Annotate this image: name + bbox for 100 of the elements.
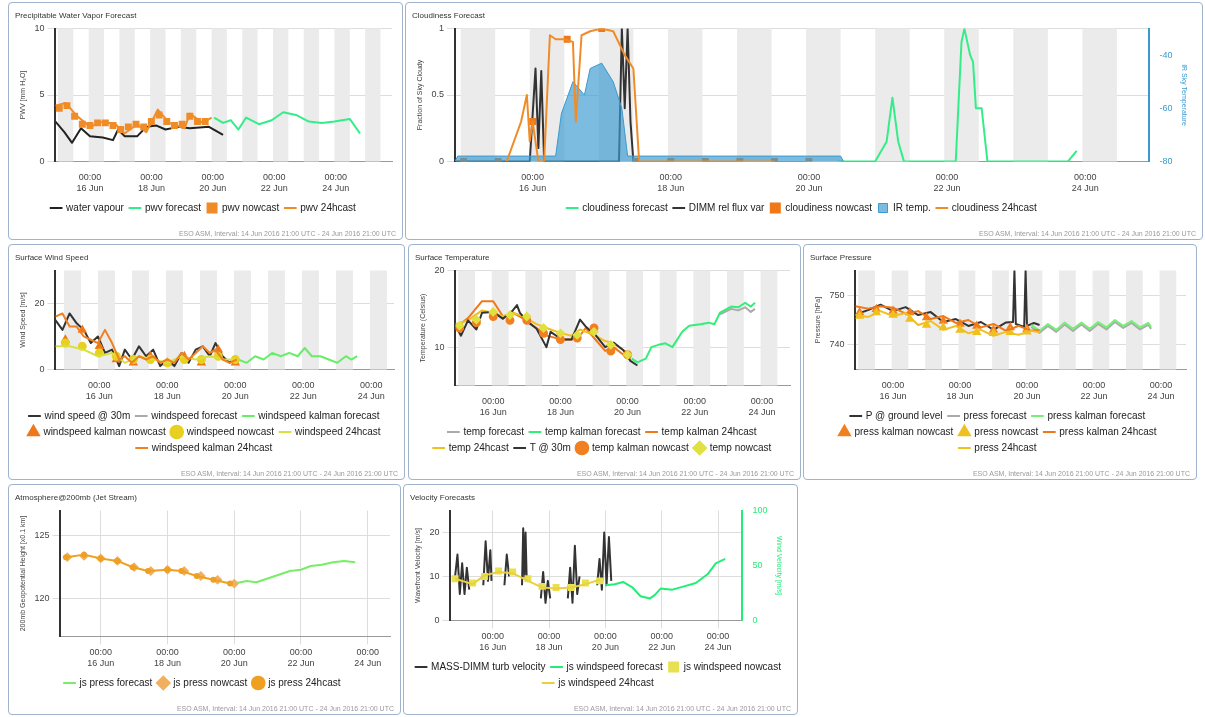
chart-title: Surface Pressure [810, 253, 873, 262]
x-tick-label: 00:00 22 Jun [289, 380, 317, 402]
chart-title: Velocity Forecasts [410, 493, 475, 502]
legend-label: water vapour [65, 201, 125, 213]
legend-label: MASS-DIMM turb velocity [431, 660, 546, 672]
y2-tick-label: 100 [752, 505, 768, 516]
x-tick-label: 00:00 16 Jun [519, 172, 547, 194]
y-tick-label: 20 [434, 265, 445, 276]
legend-label: wind speed @ 30m [43, 409, 131, 421]
legend-label: js press 24hcast [267, 676, 341, 688]
y2-tick-label: 0 [752, 614, 758, 625]
y-tick-label: 0 [39, 363, 45, 374]
legend-label: js windspeed forecast [565, 660, 663, 672]
legend-label: press kalman forecast [1047, 409, 1146, 421]
x-tick-label: 00:00 18 Jun [546, 396, 574, 418]
x-tick-label: 00:00 20 Jun [199, 172, 227, 194]
chart-title: Surface Temperature [415, 253, 491, 262]
y2-tick-label: -80 [1159, 155, 1173, 166]
legend-label: temp nowcast [709, 441, 772, 453]
x-tick-label: 00:00 22 Jun [287, 647, 315, 669]
x-tick-label: 00:00 20 Jun [220, 647, 248, 669]
y-tick-label: 0.5 [431, 89, 444, 100]
y-tick-label: 10 [434, 341, 445, 352]
x-tick-label: 00:00 24 Jun [354, 647, 382, 669]
y2-tick-label: -60 [1159, 102, 1173, 113]
legend-label: pwv forecast [144, 201, 202, 213]
legend-label: windspeed nowcast [185, 425, 275, 437]
y-tick-label: 20 [429, 527, 440, 538]
x-tick-label: 00:00 20 Jun [221, 380, 249, 402]
legend-label: temp kalman 24hcast [661, 425, 757, 437]
y-tick-label: 750 [829, 289, 845, 300]
y2-tick-label: 50 [752, 559, 763, 570]
x-tick-label: 00:00 20 Jun [614, 396, 642, 418]
legend-label: pwv 24hcast [300, 201, 357, 213]
legend-label: windspeed forecast [150, 409, 238, 421]
y-tick-label: 5 [39, 89, 45, 100]
legend-label: press nowcast [974, 425, 1039, 437]
legend-label: temp forecast [463, 425, 525, 437]
x-tick-label: 00:00 24 Jun [322, 172, 350, 194]
y-tick-label: 0 [39, 155, 45, 166]
legend-label: js windspeed 24hcast [557, 676, 655, 688]
y-tick-label: 120 [34, 593, 50, 604]
x-tick-label: 00:00 16 Jun [479, 396, 507, 418]
y-tick-label: 125 [34, 530, 50, 541]
legend-label: cloudiness nowcast [785, 201, 873, 213]
legend-label: temp kalman forecast [544, 425, 641, 437]
x-tick-label: 00:00 18 Jun [535, 631, 563, 653]
legend-label: press kalman 24hcast [1059, 425, 1157, 437]
x-tick-label: 00:00 16 Jun [85, 380, 113, 402]
y-tick-label: 0 [438, 155, 444, 166]
legend-label: js press nowcast [172, 676, 248, 688]
x-tick-label: 00:00 22 Jun [648, 631, 676, 653]
chart-title: Cloudiness Forecast [412, 11, 486, 20]
x-tick-label: 00:00 24 Jun [704, 631, 732, 653]
legend-label: js press forecast [78, 676, 153, 688]
x-tick-label: 00:00 24 Jun [1147, 380, 1175, 402]
legend-label: cloudiness 24hcast [951, 201, 1038, 213]
x-tick-label: 00:00 22 Jun [933, 172, 961, 194]
x-tick-label: 00:00 22 Jun [681, 396, 709, 418]
x-tick-label: 00:00 22 Jun [260, 172, 288, 194]
legend-label: windspeed kalman forecast [257, 409, 380, 421]
legend-label: windspeed kalman 24hcast [150, 441, 273, 453]
legend-label: windspeed 24hcast [293, 425, 381, 437]
legend-label: temp 24hcast [448, 441, 509, 453]
x-tick-label: 00:00 24 Jun [748, 396, 776, 418]
chart-title: Atmosphere@200mb (Jet Stream) [15, 493, 138, 502]
legend-label: press forecast [963, 409, 1027, 421]
legend-label: T @ 30m [529, 441, 571, 453]
y2-tick-label: -40 [1159, 49, 1173, 60]
x-tick-label: 00:00 16 Jun [479, 631, 507, 653]
legend-label: windspeed kalman nowcast [42, 425, 166, 437]
x-tick-label: 00:00 18 Jun [153, 380, 181, 402]
legend-label: cloudiness forecast [582, 201, 668, 213]
legend-label: DIMM rel flux var [688, 201, 765, 213]
legend-label: press 24hcast [974, 441, 1037, 453]
y-tick-label: 740 [829, 339, 845, 350]
x-tick-label: 00:00 16 Jun [879, 380, 907, 402]
x-tick-label: 00:00 18 Jun [657, 172, 685, 194]
x-tick-label: 00:00 18 Jun [946, 380, 974, 402]
y-tick-label: 10 [429, 570, 440, 581]
legend-label: press kalman nowcast [854, 425, 954, 437]
x-tick-label: 00:00 24 Jun [357, 380, 385, 402]
x-tick-label: 00:00 20 Jun [795, 172, 823, 194]
x-tick-label: 00:00 20 Jun [591, 631, 619, 653]
legend-label: IR temp. [893, 201, 931, 213]
y-tick-label: 0 [434, 614, 440, 625]
legend-label: pwv nowcast [222, 201, 280, 213]
x-tick-label: 00:00 16 Jun [76, 172, 104, 194]
chart-title: Precipitable Water Vapor Forecast [15, 11, 138, 20]
legend-label: js windspeed nowcast [682, 660, 782, 672]
legend-label: temp kalman nowcast [591, 441, 689, 453]
y-tick-label: 10 [34, 23, 45, 34]
x-tick-label: 00:00 24 Jun [1071, 172, 1099, 194]
x-tick-label: 00:00 18 Jun [137, 172, 165, 194]
x-tick-label: 00:00 22 Jun [1080, 380, 1108, 402]
chart-title: Surface Wind Speed [15, 253, 89, 262]
x-tick-label: 00:00 18 Jun [153, 647, 182, 669]
x-tick-label: 00:00 16 Jun [87, 647, 115, 669]
y-tick-label: 20 [34, 298, 45, 309]
legend-label: P @ ground level [865, 409, 943, 421]
